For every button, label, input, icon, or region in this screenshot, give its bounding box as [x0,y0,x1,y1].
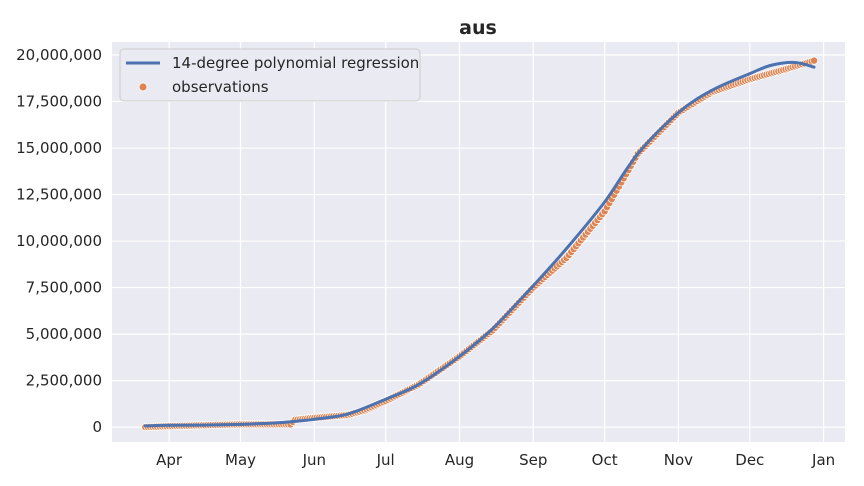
x-gridlines [168,42,825,442]
legend-label-observations: observations [172,78,269,96]
y-tick-label: 12,500,000 [16,186,102,204]
x-tick-labels: Apr May Jun Jul Aug Sep Oct Nov Dec Jan [156,451,835,469]
plot-area [112,42,845,442]
x-tick-label: Jul [376,451,395,469]
x-tick-label: Jan [811,451,835,469]
legend: 14-degree polynomial regression observat… [119,48,421,102]
legend-box [119,48,421,102]
x-tick-label: Dec [735,451,764,469]
x-tick-label: Nov [664,451,693,469]
observation-point [810,56,819,65]
x-tick-label: Apr [156,451,183,469]
y-tick-label: 5,000,000 [26,325,102,343]
x-tick-label: Jun [302,451,326,469]
y-tick-label: 20,000,000 [16,46,102,64]
y-tick-labels: 0 2,500,000 5,000,000 7,500,000 10,000,000 12… [16,46,102,436]
y-tick-label: 0 [92,418,102,436]
y-tick-label: 10,000,000 [16,232,102,250]
y-tick-label: 7,500,000 [26,279,102,297]
x-tick-label: Aug [445,451,474,469]
chart-title: aus [459,17,497,39]
y-tick-label: 2,500,000 [26,372,102,390]
legend-marker-swatch [138,82,148,92]
y-tick-label: 17,500,000 [16,93,102,111]
x-tick-label: May [225,451,256,469]
x-tick-label: Sep [519,451,547,469]
x-tick-label: Oct [592,451,618,469]
y-tick-label: 15,000,000 [16,139,102,157]
regression-line [143,60,816,428]
legend-label-regression: 14-degree polynomial regression [172,54,419,72]
